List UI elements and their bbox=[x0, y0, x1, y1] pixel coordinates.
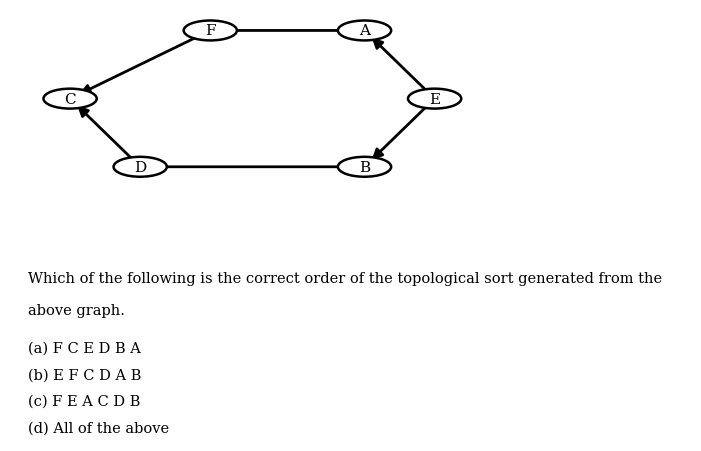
Circle shape bbox=[114, 157, 167, 177]
Text: B: B bbox=[359, 161, 370, 175]
Text: C: C bbox=[64, 92, 76, 106]
Text: (b) E F C D A B: (b) E F C D A B bbox=[28, 368, 142, 382]
Text: A: A bbox=[359, 24, 370, 38]
Text: F: F bbox=[205, 24, 215, 38]
Circle shape bbox=[338, 22, 391, 41]
Circle shape bbox=[43, 89, 97, 109]
Text: Which of the following is the correct order of the topological sort generated fr: Which of the following is the correct or… bbox=[28, 271, 662, 285]
Text: E: E bbox=[429, 92, 440, 106]
Circle shape bbox=[338, 157, 391, 177]
Circle shape bbox=[408, 89, 461, 109]
Text: (a) F C E D B A: (a) F C E D B A bbox=[28, 341, 141, 355]
Text: (d) All of the above: (d) All of the above bbox=[28, 421, 169, 435]
Text: (c) F E A C D B: (c) F E A C D B bbox=[28, 394, 140, 408]
Circle shape bbox=[184, 22, 237, 41]
Text: D: D bbox=[134, 161, 147, 175]
Text: above graph.: above graph. bbox=[28, 303, 125, 317]
